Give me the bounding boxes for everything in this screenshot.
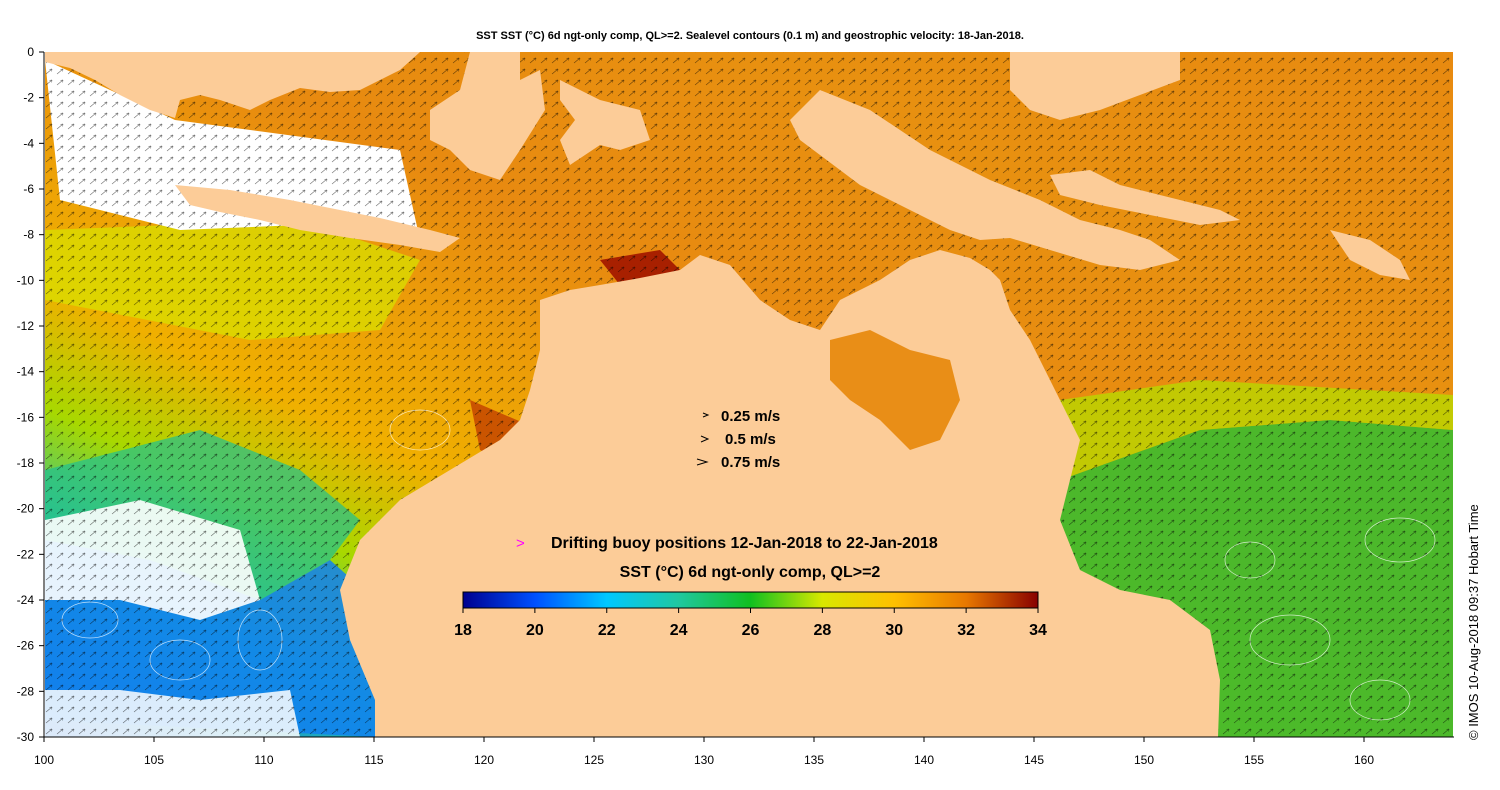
y-tick-label: -28 <box>17 684 35 698</box>
sumatra-malay-landmass <box>45 52 420 118</box>
velocity-legend-label: 0.75 m/s <box>721 454 780 471</box>
x-tick-label: 115 <box>364 753 383 767</box>
colorbar: SST (°C) 6d ngt-only comp, QL>=2 18 20 22 2… <box>454 564 1047 639</box>
colorbar-tick-label: 20 <box>526 622 544 639</box>
y-tick-label: -14 <box>17 365 35 379</box>
gulf-of-carpentaria <box>830 330 960 450</box>
northern-islands <box>1010 52 1180 120</box>
java-island <box>175 185 460 252</box>
new-britain-island <box>1050 170 1240 225</box>
y-tick-label: -22 <box>17 547 35 561</box>
y-tick-label: -26 <box>17 639 35 653</box>
buoy-marker-icon: > <box>516 535 525 552</box>
x-tick-label: 160 <box>1354 753 1374 767</box>
y-tick-label: -2 <box>23 91 34 105</box>
colorbar-scale <box>462 591 1039 609</box>
y-tick-label: -4 <box>23 136 34 150</box>
colorbar-tick-label: 32 <box>957 622 975 639</box>
y-tick-label: -30 <box>17 730 35 744</box>
y-tick-label: -6 <box>23 182 34 196</box>
x-tick-label: 150 <box>1134 753 1154 767</box>
y-axis-ticks: 0 -2 -4 -6 -8 -10 -12 -14 -16 -18 -20 -22 -24 -26 -28 -… <box>17 45 44 744</box>
x-tick-label: 110 <box>254 753 273 767</box>
x-tick-label: 130 <box>694 753 714 767</box>
colorbar-tick-label: 18 <box>454 622 472 639</box>
sulawesi-island <box>560 80 650 165</box>
velocity-legend-label: 0.25 m/s <box>721 408 780 425</box>
velocity-legend-label: 0.5 m/s <box>725 431 776 448</box>
y-tick-label: -24 <box>17 593 35 607</box>
colorbar-tick-label: 28 <box>813 622 831 639</box>
borneo-island <box>430 52 545 180</box>
buoy-legend: > Drifting buoy positions 12-Jan-2018 to… <box>516 535 938 552</box>
sealevel-contours <box>61 409 1436 721</box>
y-tick-label: -16 <box>17 410 35 424</box>
x-tick-label: 135 <box>804 753 824 767</box>
y-tick-label: -12 <box>17 319 35 333</box>
x-tick-label: 100 <box>34 753 54 767</box>
imos-credit: © IMOS 10-Aug-2018 09:37 Hobart Time <box>1466 504 1481 740</box>
buoy-legend-label: Drifting buoy positions 12-Jan-2018 to 2… <box>551 535 938 552</box>
y-tick-label: -20 <box>17 502 35 516</box>
x-tick-label: 120 <box>474 753 494 767</box>
velocity-arrow-icon <box>696 458 709 466</box>
y-tick-label: -8 <box>23 228 34 242</box>
map-title: SST SST (°C) 6d ngt-only comp, QL>=2. Se… <box>476 30 1024 42</box>
x-tick-label: 125 <box>584 753 604 767</box>
colorbar-tick-label: 26 <box>742 622 760 639</box>
velocity-legend: 0.25 m/s 0.5 m/s 0.75 m/s <box>696 408 780 471</box>
solomon-islands <box>1330 230 1410 280</box>
x-tick-label: 140 <box>914 753 934 767</box>
land-masses <box>45 52 1410 737</box>
x-axis-ticks: 100 105 110 115 120 125 130 135 140 145 150 155 160 <box>34 737 1374 767</box>
x-tick-label: 155 <box>1244 753 1264 767</box>
y-tick-label: -18 <box>17 456 35 470</box>
colorbar-tick-label: 22 <box>598 622 616 639</box>
new-guinea-island <box>790 90 1180 270</box>
colorbar-ticks: 18 20 22 24 26 28 30 32 34 <box>454 608 1047 639</box>
y-tick-label: -10 <box>17 273 35 287</box>
x-tick-label: 145 <box>1024 753 1044 767</box>
velocity-arrow-icon <box>702 412 710 418</box>
map-plot-area <box>45 52 1453 737</box>
velocity-arrow-icon <box>700 435 710 443</box>
colorbar-tick-label: 30 <box>885 622 903 639</box>
colorbar-tick-label: 24 <box>670 622 688 639</box>
y-tick-label: 0 <box>27 45 34 59</box>
colorbar-title: SST (°C) 6d ngt-only comp, QL>=2 <box>620 564 881 581</box>
australia-landmass <box>340 250 1220 737</box>
x-tick-label: 105 <box>144 753 164 767</box>
colorbar-tick-label: 34 <box>1029 622 1047 639</box>
